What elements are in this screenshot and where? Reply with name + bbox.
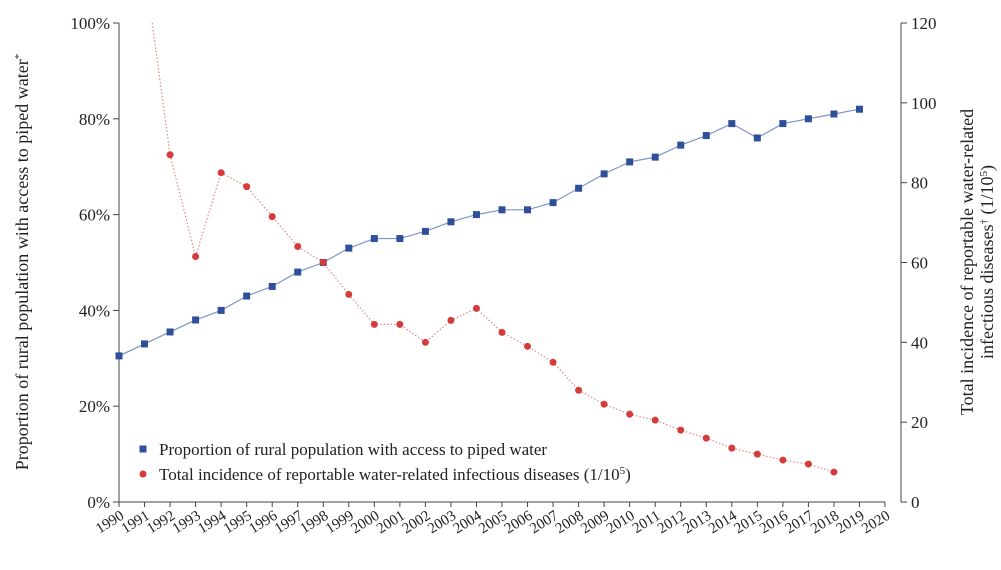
x-tick-label: 2020	[859, 508, 893, 537]
piped-water-point	[753, 134, 761, 142]
right-tick-label: 0	[911, 493, 920, 512]
left-tick-label: 0%	[87, 493, 110, 512]
piped-water-point	[651, 153, 659, 161]
incidence-point	[702, 434, 710, 442]
piped-water-point	[115, 352, 123, 360]
piped-water-point	[779, 120, 787, 128]
incidence-point	[677, 426, 685, 434]
piped-water-point	[370, 235, 378, 243]
left-tick-label: 100%	[70, 14, 110, 33]
piped-water-point	[166, 328, 174, 336]
incidence-leading-line	[151, 22, 171, 155]
incidence-point	[600, 400, 608, 408]
incidence-point	[396, 320, 404, 328]
right-tick-label: 100	[911, 94, 937, 113]
right-tick-label: 60	[911, 254, 928, 273]
incidence-point	[779, 456, 787, 464]
right-y-axis: 0 20 40 60 80 100 120	[901, 14, 937, 512]
right-tick-label: 40	[911, 333, 928, 352]
left-tick-label: 20%	[79, 397, 110, 416]
incidence-point	[728, 444, 736, 452]
series-infectious-disease-incidence	[151, 22, 838, 476]
piped-water-point	[549, 199, 557, 207]
legend-label-infectious-diseases: Total incidence of reportable water-rela…	[159, 465, 631, 484]
left-tick-label: 60%	[79, 206, 110, 225]
incidence-point	[294, 243, 302, 251]
incidence-point	[447, 316, 455, 324]
piped-water-point	[702, 132, 710, 140]
legend-marker-square	[139, 445, 147, 453]
incidence-point	[243, 183, 251, 191]
incidence-point	[370, 320, 378, 328]
incidence-point	[268, 213, 276, 221]
incidence-point	[651, 416, 659, 424]
incidence-point	[804, 460, 812, 468]
right-tick-label: 20	[911, 413, 928, 432]
piped-water-point	[217, 306, 225, 314]
legend-marker-circle	[139, 470, 147, 478]
incidence-point	[345, 290, 353, 298]
piped-water-line	[118, 108, 860, 357]
incidence-point	[626, 410, 634, 418]
incidence-point	[524, 342, 532, 350]
piped-water-point	[524, 206, 532, 214]
piped-water-point	[855, 105, 863, 113]
incidence-point	[217, 169, 225, 177]
piped-water-point	[141, 340, 149, 348]
piped-water-point	[677, 141, 685, 149]
piped-water-point	[728, 120, 736, 128]
left-tick-label: 80%	[79, 110, 110, 129]
piped-water-point	[268, 282, 276, 290]
right-axis-title-line1: Total incidence of reportable water-rela…	[957, 109, 977, 415]
incidence-point	[753, 450, 761, 458]
left-axis-title: Proportion of rural population with acce…	[12, 54, 32, 470]
incidence-point	[575, 386, 583, 394]
incidence-point	[830, 468, 838, 476]
piped-water-point	[396, 235, 404, 243]
piped-water-point	[243, 292, 251, 300]
left-y-axis: 0% 20% 40% 60% 80% 100%	[70, 14, 119, 512]
right-axis-title-line2: infectious diseases† (1/105)	[977, 165, 998, 359]
incidence-point	[472, 304, 480, 312]
piped-water-point	[421, 227, 429, 235]
legend: Proportion of rural population with acce…	[139, 440, 631, 484]
x-axis: 1990199119921993199419951996199719981999…	[93, 502, 893, 537]
piped-water-point	[447, 218, 455, 226]
incidence-point	[498, 328, 506, 336]
piped-water-point	[498, 206, 506, 214]
piped-water-point	[575, 184, 583, 192]
piped-water-point	[472, 211, 480, 219]
incidence-point	[549, 358, 557, 366]
piped-water-point	[345, 244, 353, 252]
left-tick-label: 40%	[79, 301, 110, 320]
right-tick-label: 80	[911, 174, 928, 193]
piped-water-point	[600, 170, 608, 178]
piped-water-point	[192, 316, 200, 324]
piped-water-point	[804, 115, 812, 123]
incidence-line	[169, 154, 835, 473]
piped-water-point	[626, 158, 634, 166]
incidence-point	[166, 151, 174, 159]
incidence-point	[319, 259, 327, 266]
legend-label-piped-water: Proportion of rural population with acce…	[159, 440, 547, 459]
piped-water-point	[830, 110, 838, 118]
incidence-point	[421, 338, 429, 346]
series-piped-water-access	[115, 105, 863, 360]
right-tick-label: 120	[911, 14, 937, 33]
piped-water-point	[294, 268, 302, 276]
incidence-point	[192, 253, 200, 261]
